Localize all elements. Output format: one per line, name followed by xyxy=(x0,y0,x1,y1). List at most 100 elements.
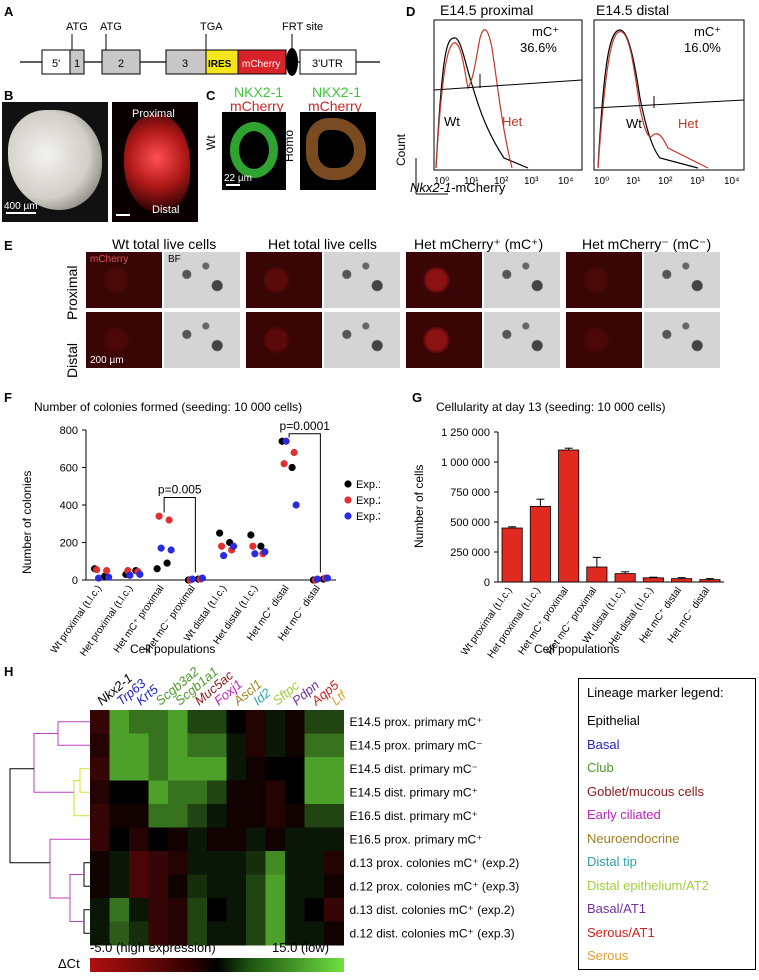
f-legend-label: Exp.2 xyxy=(356,495,380,507)
h-cell xyxy=(226,874,247,899)
f-ytick-label: 400 xyxy=(60,500,78,512)
d2-tick-4: 10⁴ xyxy=(724,176,739,187)
h-cell xyxy=(246,804,266,828)
h-cell xyxy=(148,780,169,805)
f-ytick-label: 800 xyxy=(60,425,78,437)
scale-bar-200: 200 µm xyxy=(90,355,124,366)
d2-tick-2: 10² xyxy=(658,176,673,187)
e-image-grid: mCherry BF 200 µm xyxy=(86,252,720,368)
mcherry-image: mCherry xyxy=(86,252,162,308)
utr3-label: 3'UTR xyxy=(312,58,343,70)
g-ytick-label: 1 000 000 xyxy=(441,457,490,469)
f-data-point xyxy=(249,542,257,550)
lung-mcherry-image: Proximal Distal xyxy=(112,102,198,222)
flow-svg: Wt Het mC⁺ 36.6% Wt Het mC⁺ 16.0% 10⁰ 10… xyxy=(415,19,745,195)
mcherry-image xyxy=(246,252,322,308)
g-error-bar xyxy=(705,578,714,580)
f-data-point xyxy=(261,548,269,556)
d1-wt: Wt xyxy=(444,114,460,129)
h-row-label: E16.5 prox. primary mC⁺ xyxy=(350,832,483,846)
h-cell xyxy=(168,874,188,899)
colonies-chart: 0 200 400 600 800 Wt proximal (t.l.c.) Het pro… xyxy=(0,412,384,660)
panel-c-letter: C xyxy=(206,88,216,103)
f-legend-marker xyxy=(344,480,352,488)
g-ytick-label: 250 000 xyxy=(450,547,490,559)
c2-mcherry-title: mCherry xyxy=(308,98,362,114)
h-cell xyxy=(324,733,344,758)
legend-title: Lineage marker legend: xyxy=(587,685,724,700)
brightfield-image xyxy=(484,312,560,368)
g-ytick-label: 750 000 xyxy=(450,487,490,499)
h-cell xyxy=(304,710,325,734)
g-category-label: Wt proximal (t.l.c.) xyxy=(459,585,514,657)
c-homo-image xyxy=(300,112,376,190)
legend-item: Epithelial xyxy=(587,713,640,728)
h-cell xyxy=(90,851,110,875)
g-error-bar xyxy=(564,447,573,450)
h-cell xyxy=(207,874,227,899)
h-cell xyxy=(148,733,169,758)
f-ytick-label: 600 xyxy=(60,463,78,475)
d-xlabel: Nkx2-1-mCherry xyxy=(410,180,505,195)
h-cell xyxy=(324,804,344,828)
h-cell xyxy=(109,804,130,828)
h-cell xyxy=(168,780,188,805)
ires-box xyxy=(205,49,239,75)
h-cell xyxy=(187,733,208,758)
h-cell xyxy=(109,733,130,758)
h-cell xyxy=(304,780,325,805)
h-cell xyxy=(265,733,286,758)
f-pvalue: p=0.005 xyxy=(158,483,202,497)
h-cell xyxy=(168,733,188,758)
mcherry-image: 200 µm xyxy=(86,312,162,368)
proximal-label: Proximal xyxy=(132,108,175,120)
h-cell xyxy=(187,780,208,805)
d1-title: E14.5 proximal xyxy=(440,2,534,18)
d2-pct: 16.0% xyxy=(684,40,721,55)
box-2-label: 2 xyxy=(118,58,124,70)
h-cell xyxy=(148,804,169,828)
h-cell xyxy=(285,780,305,805)
e-header-1: Wt total live cells xyxy=(112,236,217,252)
g-bar xyxy=(699,579,721,583)
legend-item: Neuroendocrine xyxy=(587,830,680,846)
f-legend-label: Exp.3 xyxy=(356,511,380,523)
f-ytick-label: 200 xyxy=(60,538,78,550)
g-title: Cellularity at day 13 (seeding: 10 000 c… xyxy=(436,400,666,414)
panel-b-letter: B xyxy=(4,88,14,103)
d1-tick-4: 10⁴ xyxy=(558,176,573,187)
d1-gate: mC⁺ xyxy=(532,24,559,39)
g-bar xyxy=(558,449,580,583)
h-cell xyxy=(207,733,227,758)
h-cell xyxy=(265,780,286,805)
h-cell xyxy=(207,827,227,852)
legend-item: Distal tip xyxy=(587,854,637,869)
d1-tick-1: 10¹ xyxy=(464,176,479,187)
cellularity-chart: 0 250 000 500 000 750 000 1 000 000 1 250 000… xyxy=(400,412,758,660)
h-row-label: d.13 prox. colonies mC⁺ (exp.2) xyxy=(350,856,520,870)
d1-het: Het xyxy=(502,114,523,129)
d2-gate: mC⁺ xyxy=(694,24,721,39)
h-cell xyxy=(90,804,110,828)
h-row-label: d.13 dist. colonies mC⁺ (exp.2) xyxy=(350,903,515,917)
h-cell xyxy=(265,874,286,899)
f-data-point xyxy=(165,516,173,524)
h-cell xyxy=(129,851,149,875)
h-cell xyxy=(129,757,149,781)
f-data-point xyxy=(218,542,226,550)
legend-item: Early ciliated xyxy=(587,807,661,822)
g-bar xyxy=(501,527,523,583)
h-cell xyxy=(148,710,169,734)
d2-tick-0: 10⁰ xyxy=(594,176,609,187)
g-ytick-label: 500 000 xyxy=(450,517,490,529)
e-row-proximal: Proximal xyxy=(64,265,80,320)
panel-d-letter: D xyxy=(406,4,416,19)
panel-f-letter: F xyxy=(4,390,12,405)
h-cell xyxy=(109,898,130,922)
f-data-point xyxy=(247,531,255,539)
f-data-point xyxy=(167,546,175,554)
mcherry-image xyxy=(406,252,482,308)
h-cell xyxy=(109,827,130,852)
h-cell xyxy=(168,921,188,946)
h-cell xyxy=(246,874,266,899)
